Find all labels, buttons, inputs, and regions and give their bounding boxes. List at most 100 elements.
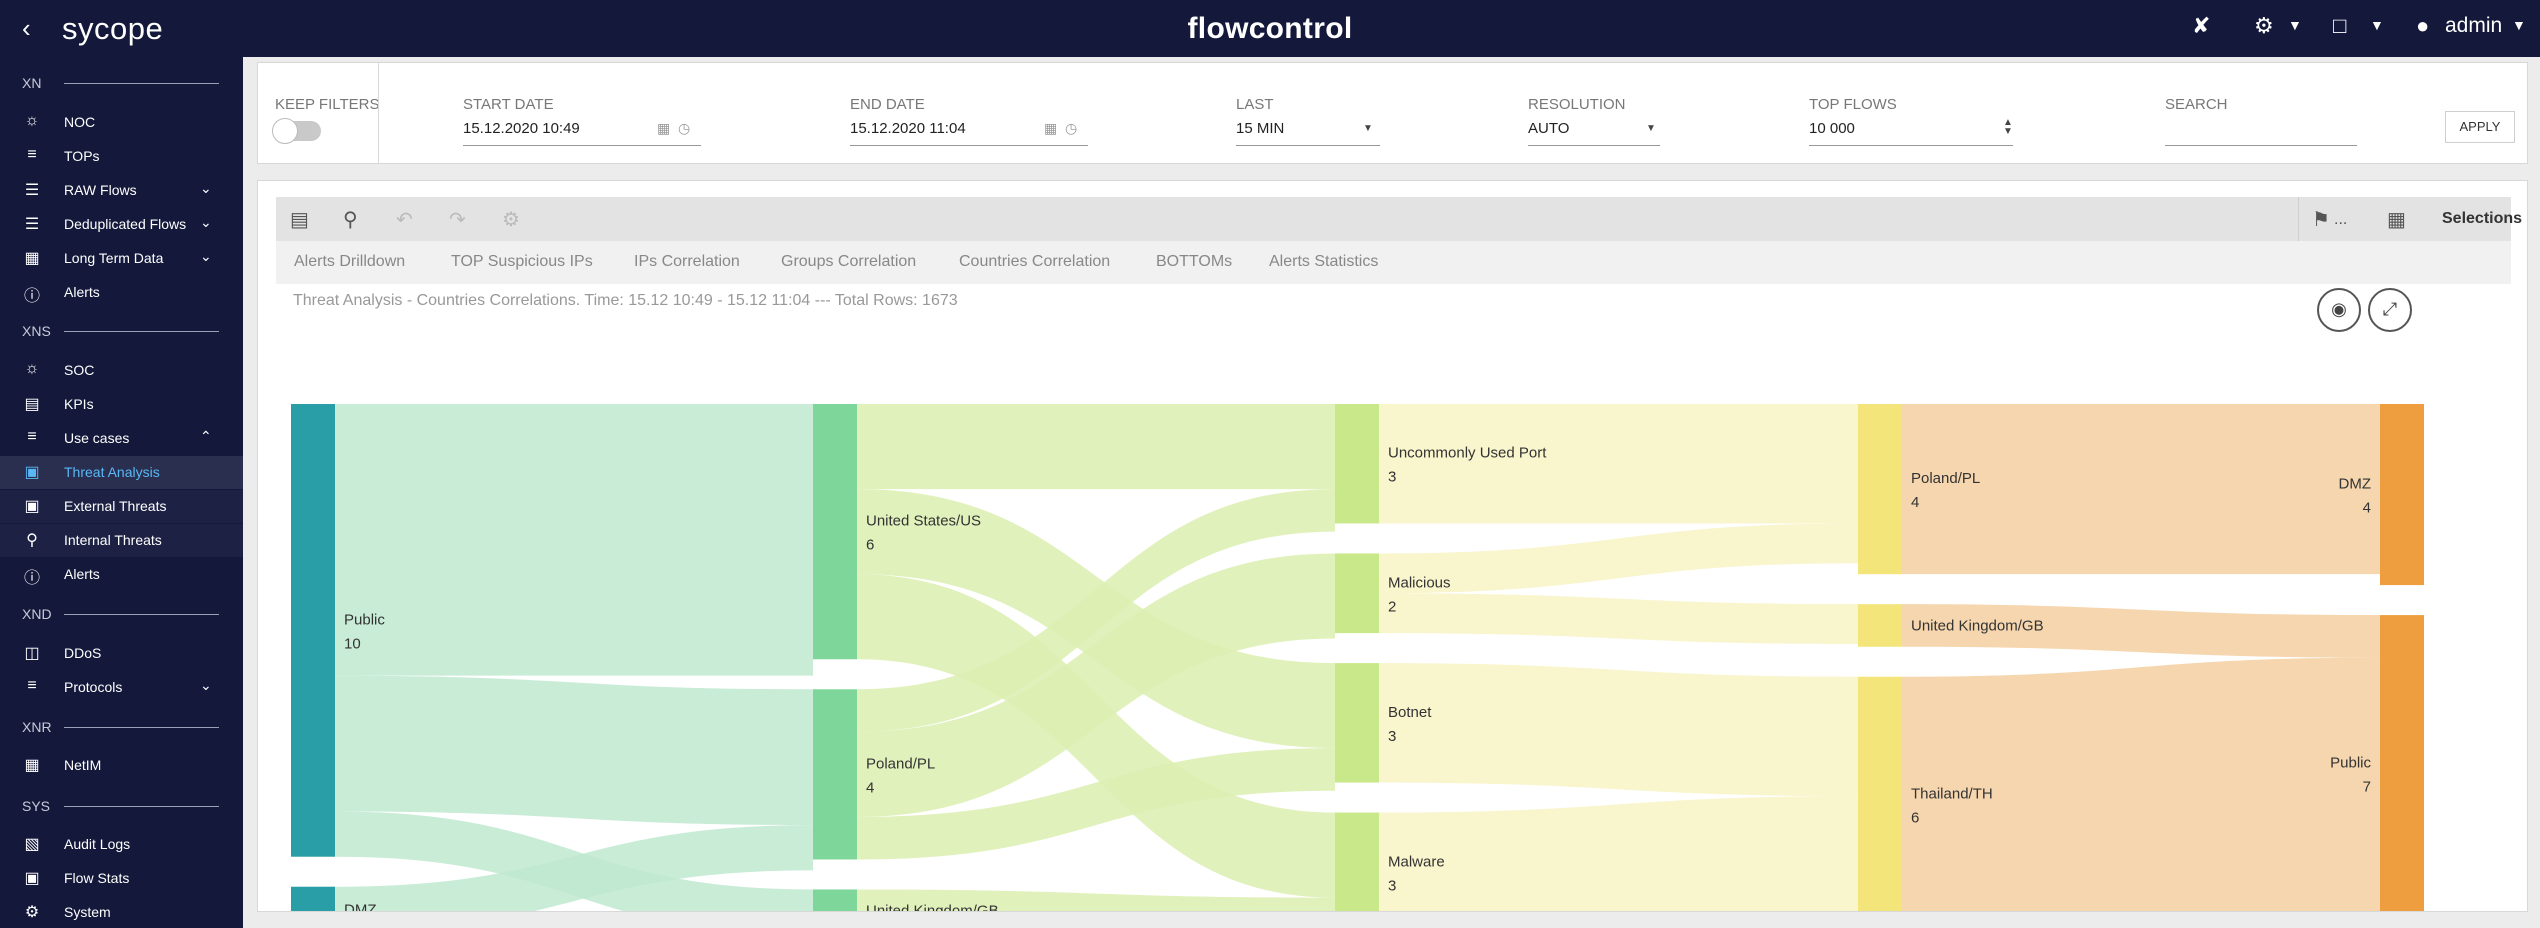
sankey-link-us-port[interactable] bbox=[857, 404, 1335, 490]
sankey-link-pl2-dmz_dst[interactable] bbox=[1902, 404, 2380, 575]
sidebar-item-alerts[interactable]: ⓘ Alerts bbox=[23, 284, 100, 305]
start-date-input[interactable]: 15.12.2020 10:49 bbox=[463, 120, 580, 137]
table-icon[interactable]: ▤ bbox=[290, 209, 309, 231]
gear-icon[interactable]: ⚙ bbox=[2254, 13, 2274, 38]
back-icon[interactable]: ‹ bbox=[22, 13, 31, 43]
sankey-node-port[interactable] bbox=[1335, 404, 1379, 524]
sankey-link-th-public_dst[interactable] bbox=[1902, 657, 2380, 911]
sankey-link-pl1-port[interactable] bbox=[857, 489, 1335, 732]
app-logo[interactable]: sycope bbox=[62, 11, 164, 46]
sidebar-item-deduplicated-flows[interactable]: ☰ Deduplicated Flows ⌄ bbox=[0, 208, 243, 241]
sidebar-item-use-cases[interactable]: ≡ Use cases ⌃ bbox=[0, 422, 243, 455]
sankey-label-gb1: United Kingdom/GB bbox=[866, 903, 999, 911]
sankey-node-us[interactable] bbox=[813, 404, 857, 660]
sidebar-item-netim[interactable]: ▦ NetIM bbox=[0, 749, 243, 782]
sankey-node-malware[interactable] bbox=[1335, 812, 1379, 911]
user-dropdown-icon[interactable]: ▼ bbox=[2512, 17, 2526, 33]
sankey-link-dmz_src-pl1[interactable] bbox=[335, 825, 813, 911]
sankey-node-public_dst[interactable] bbox=[2380, 615, 2424, 911]
tab-bottoms[interactable]: BOTTOMs bbox=[1156, 253, 1233, 270]
bookmark-label[interactable]: ... bbox=[2334, 211, 2348, 228]
chevron-up-icon[interactable]: ⌃ bbox=[200, 428, 212, 444]
sidebar-item-ddos[interactable]: ◫ DDoS bbox=[0, 637, 243, 670]
last-select[interactable]: 15 MIN bbox=[1236, 120, 1285, 137]
sankey-node-dmz_src[interactable] bbox=[291, 886, 335, 911]
sidebar-item-tops[interactable]: ≡ TOPs bbox=[0, 140, 243, 173]
sidebar-item-threat-analysis[interactable]: ▣ Threat Analysis bbox=[0, 456, 243, 489]
zoom-icon[interactable]: ⚲ bbox=[343, 209, 358, 231]
calendar-icon[interactable]: ▦ bbox=[657, 120, 671, 136]
chat-icon[interactable]: □ bbox=[2333, 13, 2347, 38]
sidebar-item-internal-threats[interactable]: ⚲ Internal Threats bbox=[0, 524, 243, 557]
chevron-down-icon[interactable]: ⌄ bbox=[200, 677, 212, 693]
sankey-link-public_src-us[interactable] bbox=[335, 404, 813, 676]
sidebar-item-soc[interactable]: ☼ SOC bbox=[0, 354, 243, 387]
sidebar-item-kpis[interactable]: ▤ KPIs bbox=[0, 388, 243, 421]
clock-icon[interactable]: ◷ bbox=[1065, 120, 1078, 136]
filter-off-icon[interactable]: ✘ bbox=[2192, 13, 2211, 38]
settings-dropdown-icon[interactable]: ▼ bbox=[2288, 17, 2302, 33]
system-icon: ⚙ bbox=[24, 904, 40, 921]
sankey-link-botnet-th[interactable] bbox=[1379, 663, 1858, 797]
sankey-link-pl1-malicious[interactable] bbox=[857, 553, 1335, 817]
redo-icon[interactable]: ↷ bbox=[449, 209, 466, 231]
bookmark-icon[interactable]: ⚑ bbox=[2312, 209, 2330, 231]
sankey-node-public_src[interactable] bbox=[291, 404, 335, 857]
sankey-link-pl1-botnet[interactable] bbox=[857, 748, 1335, 860]
tab-groups-correlation[interactable]: Groups Correlation bbox=[781, 253, 917, 270]
sankey-node-pl2[interactable] bbox=[1858, 404, 1902, 575]
tab-alerts-drilldown[interactable]: Alerts Drilldown bbox=[294, 253, 406, 270]
top-flows-input[interactable]: 10 000 bbox=[1809, 120, 1855, 137]
sankey-node-gb1[interactable] bbox=[813, 889, 857, 911]
sidebar-item-long-term-data[interactable]: ▦ Long Term Data ⌄ bbox=[0, 242, 243, 275]
sidebar-item-external-threats[interactable]: ▣ External Threats bbox=[0, 490, 243, 523]
chevron-down-icon[interactable]: ⌄ bbox=[200, 214, 212, 230]
chevron-down-icon[interactable]: ⌄ bbox=[200, 248, 212, 264]
sankey-node-botnet[interactable] bbox=[1335, 663, 1379, 783]
sankey-node-pl1[interactable] bbox=[813, 689, 857, 860]
expand-icon[interactable]: ⤢ bbox=[2368, 288, 2412, 332]
sidebar-item-system[interactable]: ⚙ System bbox=[0, 896, 243, 928]
sidebar-item-protocols[interactable]: ≡ Protocols ⌄ bbox=[0, 671, 243, 704]
sankey-link-malicious-gb2[interactable] bbox=[1379, 593, 1858, 644]
sankey-link-malware-th[interactable] bbox=[1379, 796, 1858, 911]
user-menu[interactable]: admin bbox=[2445, 14, 2503, 37]
tab-countries-correlation[interactable]: Countries Correlation bbox=[959, 253, 1111, 270]
camera-icon[interactable]: ◉ bbox=[2317, 288, 2361, 332]
calendar-icon[interactable]: ▦ bbox=[1044, 120, 1058, 136]
sankey-label-pl1: Poland/PL bbox=[866, 755, 935, 772]
sidebar-item-raw-flows[interactable]: ☰ RAW Flows ⌄ bbox=[0, 174, 243, 207]
keep-filters-toggle[interactable] bbox=[272, 118, 321, 144]
grid-icon[interactable]: ▦ bbox=[2387, 209, 2406, 231]
sankey-link-us-malware[interactable] bbox=[857, 574, 1335, 898]
chevron-down-icon[interactable]: ⌄ bbox=[200, 180, 212, 196]
stepper-icon[interactable]: ▲ ▼ bbox=[2003, 117, 2013, 137]
caret-down-icon[interactable]: ▼ bbox=[1363, 123, 1373, 134]
sankey-link-public_src-pl1[interactable] bbox=[335, 675, 813, 826]
selections-button[interactable]: Selections bbox=[2442, 210, 2523, 227]
sidebar-item-audit-logs[interactable]: ▧ Audit Logs bbox=[0, 828, 243, 861]
caret-down-icon[interactable]: ▼ bbox=[1646, 123, 1656, 134]
sidebar-item-alerts-xns[interactable]: ⓘ Alerts bbox=[23, 566, 100, 587]
sankey-node-dmz_dst[interactable] bbox=[2380, 404, 2424, 586]
undo-icon[interactable]: ↶ bbox=[396, 209, 413, 231]
user-icon[interactable]: ● bbox=[2416, 13, 2430, 38]
end-date-input[interactable]: 15.12.2020 11:04 bbox=[850, 120, 966, 137]
sidebar-item-flow-stats[interactable]: ▣ Flow Stats bbox=[0, 862, 243, 895]
sankey-node-malicious[interactable] bbox=[1335, 553, 1379, 634]
sankey-link-malicious-pl2[interactable] bbox=[1379, 523, 1858, 594]
tab-alerts-statistics[interactable]: Alerts Statistics bbox=[1269, 253, 1379, 270]
resolution-select[interactable]: AUTO bbox=[1528, 120, 1570, 137]
tab-ips-correlation[interactable]: IPs Correlation bbox=[634, 253, 740, 270]
sankey-node-gb2[interactable] bbox=[1858, 604, 1902, 647]
clock-icon[interactable]: ◷ bbox=[678, 120, 691, 136]
sidebar-item-noc[interactable]: ☼ NOC bbox=[0, 106, 243, 139]
sankey-link-gb1-malware[interactable] bbox=[857, 889, 1335, 911]
tab-top-suspicious-ips[interactable]: TOP Suspicious IPs bbox=[451, 253, 593, 270]
chat-dropdown-icon[interactable]: ▼ bbox=[2370, 17, 2384, 33]
apply-button[interactable]: APPLY bbox=[2445, 111, 2515, 143]
settings-icon[interactable]: ⚙ bbox=[502, 209, 520, 231]
sankey-node-th[interactable] bbox=[1858, 676, 1902, 911]
sankey-link-gb2-public_dst[interactable] bbox=[1902, 604, 2380, 658]
sankey-link-port-pl2[interactable] bbox=[1379, 404, 1858, 524]
